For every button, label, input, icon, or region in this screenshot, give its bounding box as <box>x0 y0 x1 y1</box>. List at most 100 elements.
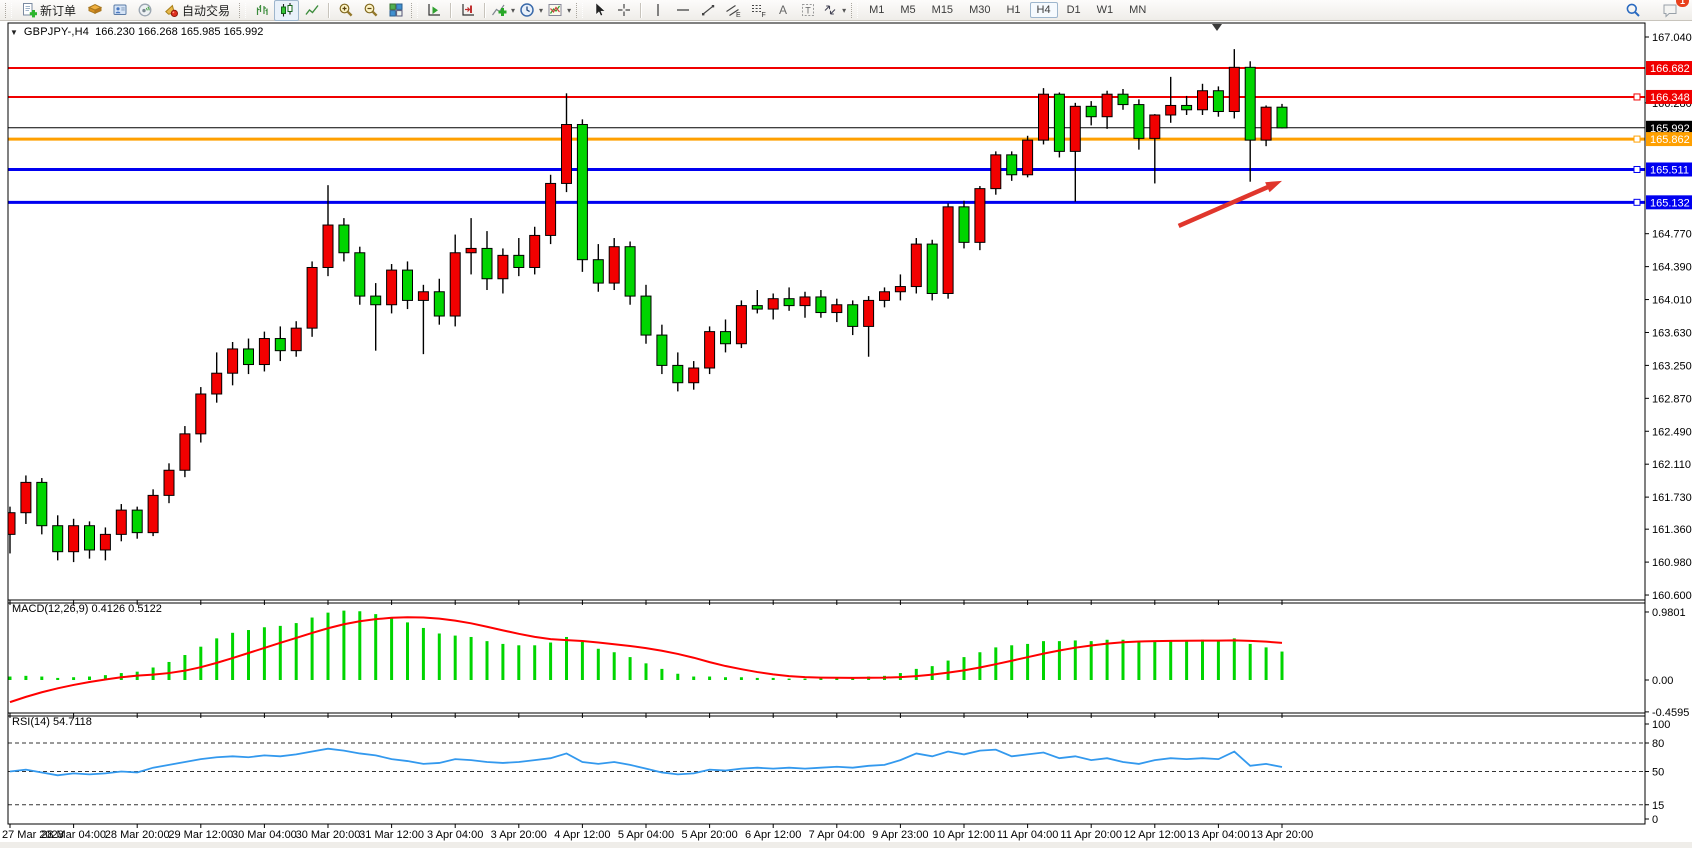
annotation-arrow-head[interactable] <box>1265 180 1282 193</box>
cursor-button[interactable] <box>586 0 611 21</box>
toolbar-drag-handle[interactable] <box>411 2 419 18</box>
candle-body <box>99 533 111 551</box>
arrows-button[interactable]: ▾ <box>820 0 848 21</box>
candle-body <box>831 304 843 314</box>
toolbar-drag-handle[interactable] <box>239 2 247 18</box>
candle-body <box>1038 93 1049 141</box>
price-axis-label: 164.770 <box>1652 229 1692 241</box>
auto-trading-button[interactable]: 自动交易 <box>157 0 236 21</box>
fibonacci-button[interactable]: F <box>745 0 770 21</box>
market-book-button[interactable] <box>82 0 107 21</box>
text-button[interactable]: A <box>770 0 795 21</box>
templates-button[interactable]: ▾ <box>545 0 573 21</box>
toolbar-drag-handle[interactable] <box>851 2 859 18</box>
toolbar-right-group: 1 <box>1620 0 1689 21</box>
toolbar-drag-handle[interactable] <box>576 2 584 18</box>
candle-body <box>306 266 318 329</box>
chart-frame <box>7 22 1646 825</box>
timeframe-button-H1[interactable]: H1 <box>1006 4 1021 16</box>
timeframe-button-H4[interactable]: H4 <box>1029 2 1058 18</box>
zoom-out-button[interactable] <box>358 0 383 21</box>
dropdown-caret-icon: ▾ <box>567 5 572 15</box>
toolbar-separator <box>328 2 330 18</box>
vertical-line-icon <box>656 4 659 16</box>
vertical-line-button[interactable] <box>645 0 670 21</box>
chat-button[interactable]: 1 <box>1657 0 1689 21</box>
toolbar-separator <box>484 2 486 18</box>
candle-body <box>592 259 604 284</box>
text-label-button[interactable]: T <box>795 0 820 21</box>
candle-body <box>290 327 302 352</box>
tile-windows-button[interactable] <box>383 0 408 21</box>
price-tag-label: 165.862 <box>1650 134 1690 146</box>
line-chart-mode-button[interactable] <box>299 0 324 21</box>
candle-body <box>386 269 398 306</box>
indicators-icon <box>492 4 507 16</box>
chart-shift-marker[interactable] <box>1212 24 1222 31</box>
candle-body <box>163 469 175 496</box>
collapse-triangle-icon[interactable]: ▼ <box>10 27 18 37</box>
hline-handle[interactable] <box>1633 198 1641 206</box>
time-axis-label: 30 Mar 20:00 <box>296 829 361 841</box>
new-order-label: 新订单 <box>40 3 77 18</box>
candle-body <box>68 525 80 553</box>
timeframe-button-M1[interactable]: M1 <box>869 4 885 16</box>
hline-handle[interactable] <box>1633 93 1641 101</box>
price-axis-label: 163.630 <box>1652 327 1692 339</box>
signals-button[interactable] <box>132 0 157 21</box>
candle-body <box>227 348 239 374</box>
time-axis-label: 9 Apr 23:00 <box>872 829 928 841</box>
candle-body <box>338 224 350 254</box>
equidistant-channel-button[interactable]: E <box>720 0 745 21</box>
candle-body <box>974 188 986 243</box>
indicators-button[interactable]: ▾ <box>489 0 517 21</box>
time-axis-label: 28 Mar 04:00 <box>41 829 106 841</box>
chart-ohlc-values: 166.230 166.268 165.985 165.992 <box>95 26 264 38</box>
price-axis-label: 167.040 <box>1652 32 1692 44</box>
timeframe-button-D1[interactable]: D1 <box>1066 4 1081 16</box>
horizontal-line-button[interactable] <box>670 0 695 21</box>
time-axis-label: 3 Apr 04:00 <box>427 829 483 841</box>
annotation-arrow-line[interactable] <box>1177 183 1271 228</box>
toolbar-drag-handle[interactable] <box>5 2 12 18</box>
periods-button[interactable]: ▾ <box>517 0 545 21</box>
auto-scroll-button[interactable] <box>421 0 446 21</box>
candle-body <box>624 246 636 297</box>
candle-body <box>1212 90 1224 113</box>
fibonacci-icon: F <box>751 5 765 18</box>
new-order-button[interactable]: 新订单 <box>15 0 82 21</box>
crosshair-button[interactable] <box>611 0 636 21</box>
search-button[interactable] <box>1620 0 1645 21</box>
candle-body <box>1022 139 1034 176</box>
timeframe-button-M30[interactable]: M30 <box>969 4 991 16</box>
timeframe-button-MN[interactable]: MN <box>1129 4 1147 16</box>
candle-body <box>433 291 445 317</box>
time-axis-label: 10 Apr 12:00 <box>933 829 995 841</box>
macd-axis-label: 0.9801 <box>1652 607 1686 619</box>
navigator-button[interactable] <box>107 0 132 21</box>
trendline-icon <box>701 5 714 16</box>
zoom-in-button[interactable] <box>333 0 358 21</box>
hline-handle[interactable] <box>1633 135 1641 143</box>
chart-shift-button[interactable] <box>455 0 480 21</box>
candle-body <box>1101 93 1113 118</box>
svg-text:E: E <box>736 12 741 18</box>
timeframe-button-M15[interactable]: M15 <box>931 4 954 16</box>
timeframe-button-W1[interactable]: W1 <box>1096 4 1114 16</box>
hline-handle[interactable] <box>1633 165 1641 173</box>
candlestick-mode-button[interactable] <box>274 0 300 21</box>
candle-body <box>1276 106 1288 129</box>
bar-chart-mode-button[interactable] <box>249 0 274 21</box>
trendline-button[interactable] <box>695 0 720 21</box>
time-axis-label: 27 Mar 2023 <box>2 829 64 841</box>
timeframe-button-M5[interactable]: M5 <box>900 4 916 16</box>
price-tag-label: 165.132 <box>1650 197 1690 209</box>
candle-body <box>1053 93 1065 152</box>
price-tag <box>1646 89 1692 104</box>
candle-body <box>751 305 763 310</box>
auto-trading-icon <box>165 4 179 17</box>
candle-body <box>529 234 541 268</box>
candles-layer <box>8 49 1288 563</box>
